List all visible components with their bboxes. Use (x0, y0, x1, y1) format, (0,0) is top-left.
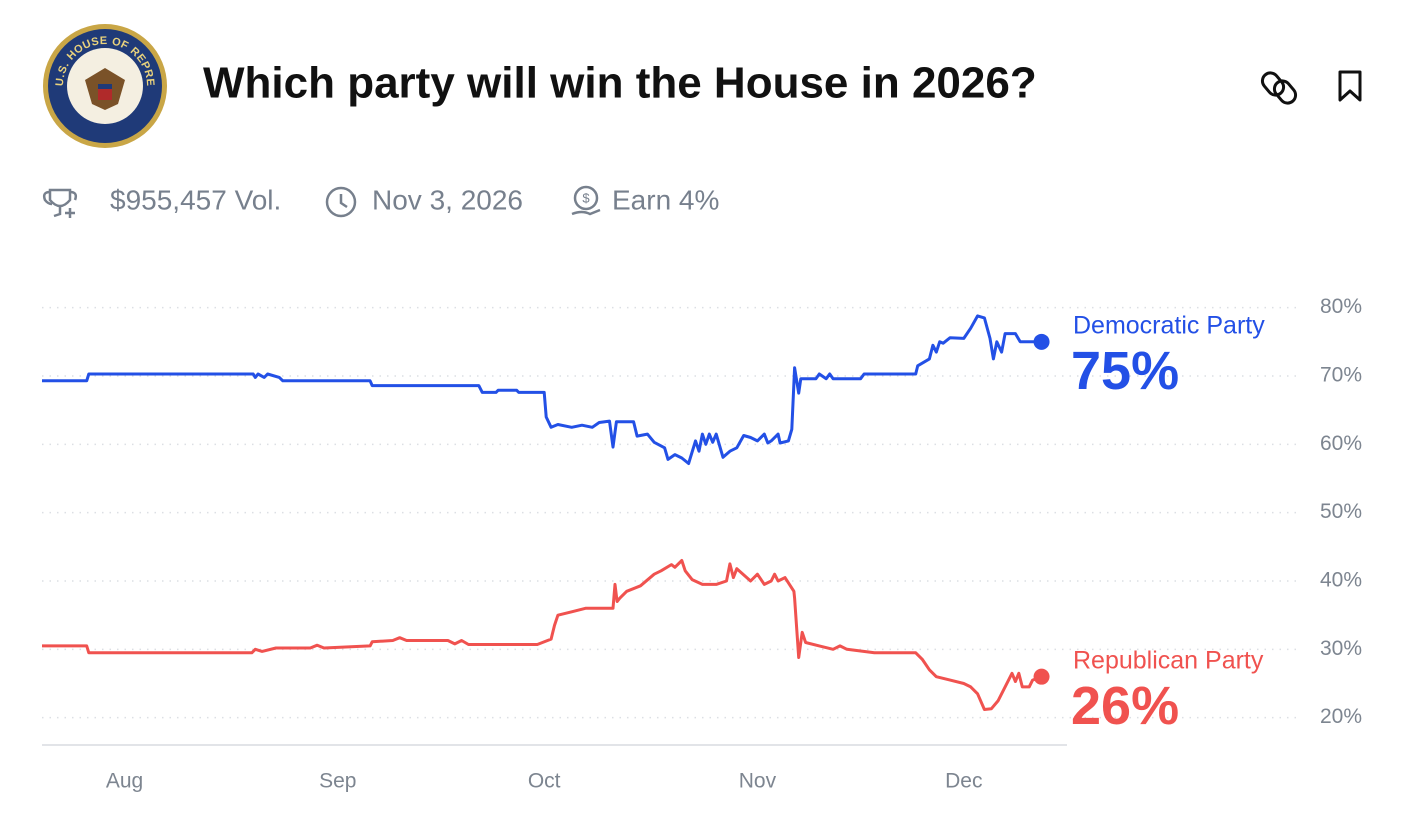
y-tick-label: 20% (1320, 705, 1362, 728)
y-tick-label: 60% (1320, 432, 1362, 455)
end-dot (1033, 668, 1050, 685)
x-tick-label: Sep (319, 770, 356, 793)
bookmark-button[interactable] (1338, 70, 1362, 102)
earn-icon: $ (571, 185, 601, 216)
x-tick-label: Dec (945, 770, 982, 793)
value-label: 26% (1071, 676, 1179, 736)
end-dot (1033, 333, 1050, 350)
y-tick-label: 30% (1320, 637, 1362, 660)
series-line (42, 559, 1043, 711)
earn: Earn 4% (612, 184, 719, 215)
x-tick-label: Nov (739, 770, 777, 793)
legend-name: Republican Party (1073, 646, 1264, 674)
clock-icon (325, 186, 357, 218)
y-tick-label: 80% (1320, 295, 1362, 318)
series-line (42, 314, 1042, 465)
x-tick-label: Oct (528, 770, 561, 793)
link-button[interactable] (1259, 70, 1299, 107)
title: Which party will win the House in 2026? (203, 59, 1037, 108)
y-tick-label: 50% (1320, 500, 1362, 523)
legend-name: Democratic Party (1073, 311, 1265, 339)
value-label: 75% (1071, 341, 1179, 401)
y-tick-label: 70% (1320, 364, 1362, 387)
x-tick-label: Aug (106, 770, 143, 793)
trophy-icon (42, 188, 78, 218)
svg-text:$: $ (582, 190, 590, 205)
volume: $955,457 Vol. (110, 184, 281, 215)
logo: U.S. HOUSE OF REPRESENTATIVES (0, 0, 167, 148)
end-date: Nov 3, 2026 (372, 184, 523, 215)
y-tick-label: 40% (1320, 569, 1362, 592)
